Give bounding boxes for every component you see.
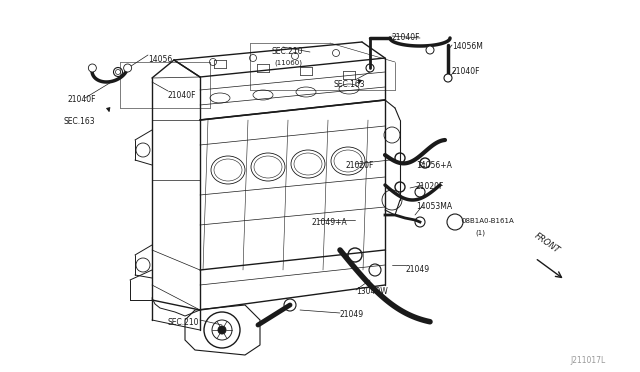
- Text: 13049W: 13049W: [356, 287, 388, 296]
- Circle shape: [88, 64, 97, 72]
- Circle shape: [426, 46, 434, 54]
- Text: (11060): (11060): [274, 59, 302, 65]
- Text: 21049: 21049: [340, 310, 364, 319]
- Text: 21040F: 21040F: [68, 95, 97, 104]
- Text: 21040F: 21040F: [392, 33, 420, 42]
- Text: 21049: 21049: [406, 265, 430, 274]
- Text: J211017L: J211017L: [570, 356, 605, 365]
- Text: 21040F: 21040F: [452, 67, 481, 76]
- Text: SEC.210: SEC.210: [168, 318, 200, 327]
- Text: SEC.210: SEC.210: [272, 47, 303, 56]
- Text: 21049+A: 21049+A: [312, 218, 348, 227]
- Text: SEC.163: SEC.163: [64, 117, 95, 126]
- Text: 14056+A: 14056+A: [416, 161, 452, 170]
- Text: 21020F: 21020F: [346, 161, 374, 170]
- Text: 08B1A0-B161A: 08B1A0-B161A: [462, 218, 515, 224]
- Circle shape: [124, 64, 132, 72]
- Text: 21020F: 21020F: [416, 182, 444, 191]
- Text: (1): (1): [475, 230, 485, 237]
- Circle shape: [218, 326, 226, 334]
- Text: 21040F: 21040F: [168, 91, 196, 100]
- Text: 14053MA: 14053MA: [416, 202, 452, 211]
- Text: 14056M: 14056M: [452, 42, 483, 51]
- Circle shape: [444, 74, 452, 82]
- Text: 14056: 14056: [148, 55, 172, 64]
- Text: FRONT: FRONT: [533, 231, 562, 255]
- Text: SEC.163: SEC.163: [334, 80, 365, 89]
